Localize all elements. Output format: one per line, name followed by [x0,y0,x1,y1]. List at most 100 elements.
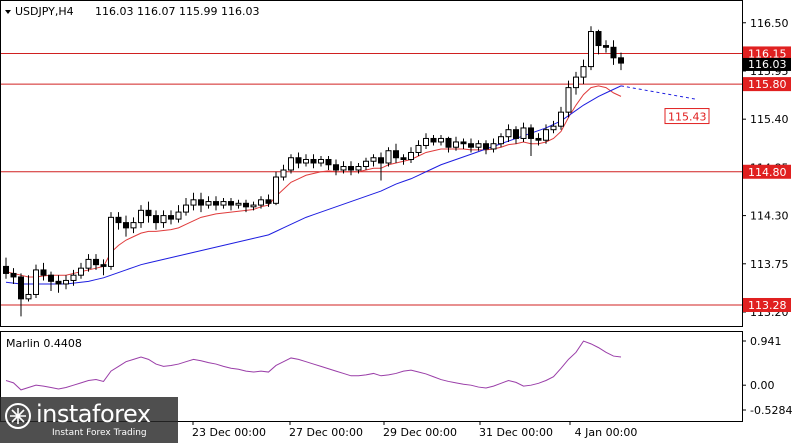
candle-body-up [573,76,579,89]
candle-body-up [558,111,564,127]
candle [295,152,302,169]
candle-body-up [288,157,294,171]
candle-body-down [10,272,17,278]
candle-body-up [220,201,227,206]
candle [588,26,594,71]
candle [535,133,542,146]
candle-body-down [145,209,152,217]
brand-logo: instaforex Instant Forex Trading [0,397,178,443]
candle-body-down [618,57,624,64]
candle [33,264,39,298]
time-tick-label: 4 Jan 00:00 [575,426,638,439]
candle-body-down [55,280,62,285]
level-lines [1,52,742,306]
symbol-label: USDJPY,H4 [15,5,74,18]
price-tick-label: 116.50 [750,17,789,30]
candle [55,275,62,293]
candle [415,140,422,156]
candle [618,52,624,71]
candle-body-up [550,125,557,131]
forecast-label: 115.43 [668,111,707,124]
candle-body-up [85,258,92,269]
candle [18,273,24,317]
candle [550,120,557,134]
candle [348,161,354,176]
price-tick-label: 114.30 [750,210,789,223]
indicator-name: Marlin 0.4408 [6,337,82,350]
candle-body-down [445,137,452,148]
indicator-tick-label: -0.5284 [750,404,792,417]
candle [558,106,564,130]
candle-body-down [48,274,54,282]
price-axis: 116.50115.95115.40114.85114.30113.75113.… [742,17,791,319]
candle [48,271,54,291]
candle [273,171,279,206]
candle [595,29,602,55]
level-label: 113.28 [748,299,787,312]
time-tick-label: 23 Dec 00:00 [192,426,266,439]
level-label-bg [743,77,791,92]
candle-body-up [408,151,414,160]
candle-body-up [475,143,482,148]
candle [115,212,122,230]
candle-body-up [108,216,114,267]
candle-body-up [63,279,69,285]
candle [580,59,587,85]
candle [333,159,339,176]
candle [108,212,114,270]
candle-body-up [498,136,504,145]
price-tick-label: 115.40 [750,113,789,126]
candle-body-up [235,202,242,206]
dropdown-triangle-icon[interactable] [5,10,11,14]
candle [70,269,77,286]
candle-body-up [175,211,182,220]
candle-body-down [468,143,474,148]
candle-body-up [303,158,309,164]
candle-body-down [610,46,617,59]
candle-body-up [273,176,279,204]
candle-body-down [198,199,204,206]
candle [258,196,264,209]
candle [423,133,429,149]
candle [63,275,69,290]
candle [160,210,167,228]
candle [3,257,9,279]
candle-body-down [3,265,9,274]
candle-body-up [438,137,444,143]
current-price-label: 116.03 [748,58,787,71]
candle-body-up [190,199,197,206]
candle [438,134,444,146]
candle-body-up [588,31,594,68]
indicator-axis: 0.941 0.00 -0.5284 [742,335,792,417]
candle-body-up [385,150,392,164]
candle-body-down [265,199,272,204]
candle-body-down [460,141,467,145]
level-label-bg [743,164,791,179]
candle [78,262,84,279]
candle [168,210,174,225]
candle [93,254,99,270]
candle [175,205,182,223]
candle-body-down [115,216,122,224]
candle [468,138,474,153]
candle-body-down [153,215,159,224]
candle-body-up [340,166,347,171]
candle-body-down [295,157,302,164]
candle-body-up [33,269,39,295]
candle [460,138,467,149]
candle [378,152,384,181]
candle-body-down [603,45,609,48]
candle [235,199,242,209]
oscillator [5,340,622,391]
candle [453,136,459,151]
candle-body-down [18,276,24,300]
candle-body-up [490,143,497,150]
candle [228,198,234,211]
candle-body-down [243,202,249,208]
candle [310,154,317,169]
candle-body-up [363,160,369,168]
candle-body-up [130,222,137,229]
candle [198,192,204,213]
candle-body-up [250,204,257,208]
